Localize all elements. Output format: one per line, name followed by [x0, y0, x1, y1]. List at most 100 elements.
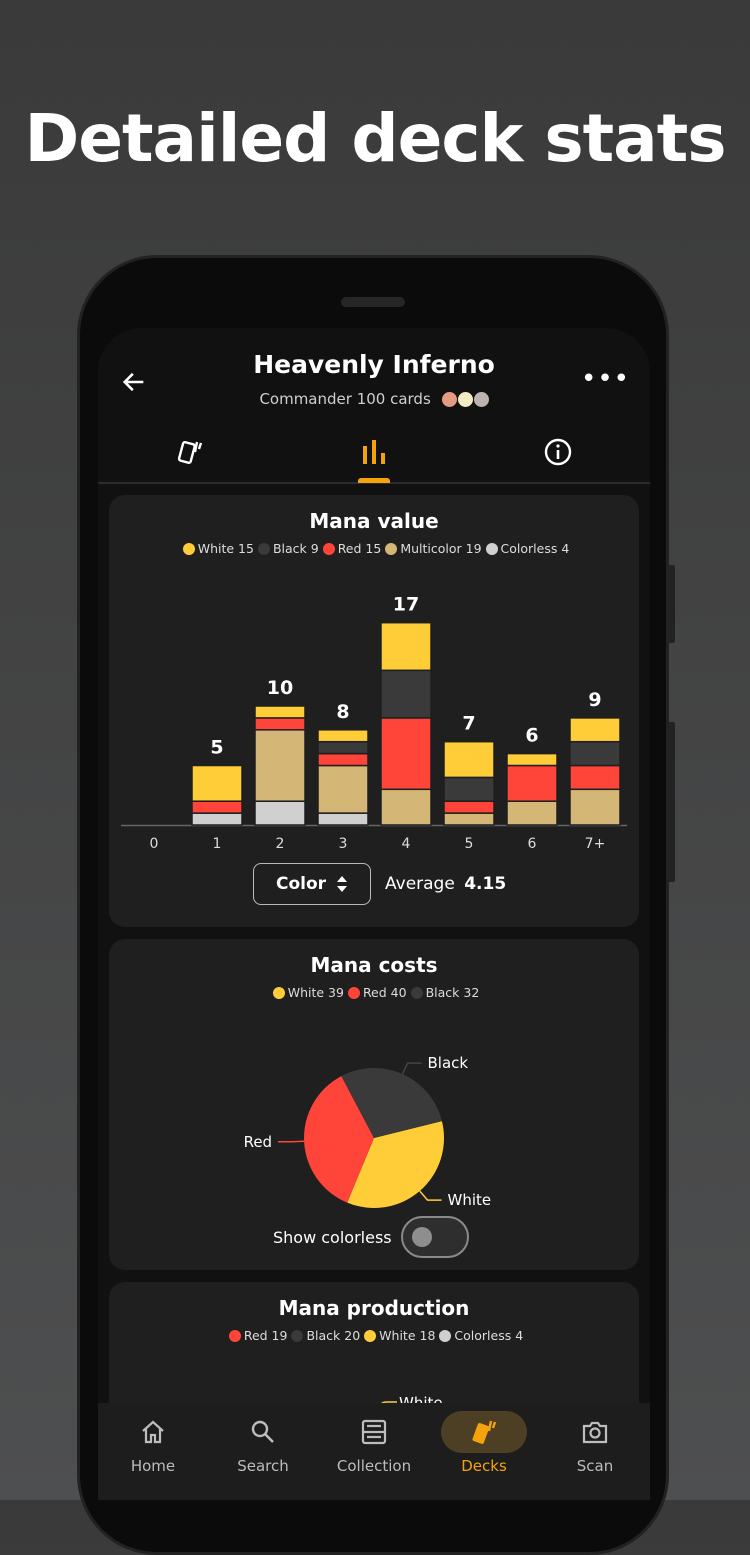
x-tick-label: 1 — [213, 836, 222, 852]
pie-label: Black — [427, 1054, 468, 1072]
group-by-button[interactable]: Color — [253, 863, 371, 905]
arrow-left-icon — [122, 372, 144, 392]
bar-segment-white — [443, 740, 495, 779]
chart-legend: White 39 Red 40 Black 32 — [109, 985, 639, 1000]
bar-total-label: 10 — [267, 677, 293, 699]
white-mana-icon — [457, 392, 473, 407]
nav-label: Scan — [576, 1457, 614, 1475]
bar-segment-multicolor — [380, 788, 432, 826]
legend-swatch — [410, 987, 423, 999]
nav-decks[interactable]: Decks — [429, 1403, 539, 1500]
bar-total-label: 8 — [336, 701, 349, 723]
x-tick-label: 6 — [528, 836, 537, 852]
tab-info[interactable] — [538, 432, 578, 472]
pie-slice-black — [341, 1068, 442, 1138]
label-leader — [401, 1062, 422, 1075]
bar-chart-icon — [363, 440, 385, 464]
x-tick-label: 4 — [402, 836, 411, 852]
legend-swatch — [439, 1330, 452, 1342]
legend-swatch — [347, 987, 360, 999]
nav-label: Home — [130, 1457, 176, 1475]
mana-costs-pie: White Red Black — [244, 1054, 492, 1209]
legend-item: Red 40 — [362, 985, 407, 1000]
bar-segment-colorless — [254, 800, 306, 826]
label-leader — [278, 1140, 305, 1143]
legend-swatch — [291, 1330, 304, 1342]
average-label: Average — [385, 874, 455, 894]
tab-cards[interactable] — [170, 432, 210, 472]
bar-segment-white — [254, 705, 306, 719]
legend-swatch — [485, 543, 498, 555]
bar-segment-red — [569, 764, 621, 791]
legend-swatch — [385, 543, 398, 555]
legend-item: Black 32 — [425, 985, 480, 1000]
label-leader — [419, 1190, 442, 1201]
deck-subtitle: Commander 100 cards — [98, 390, 650, 408]
x-tick-label: 3 — [339, 836, 348, 852]
bar-segment-multicolor — [443, 812, 495, 826]
more-options-button[interactable]: ••• — [580, 364, 630, 394]
legend-swatch — [272, 987, 285, 999]
pie-label: White — [448, 1191, 492, 1209]
nav-home[interactable]: Home — [98, 1403, 208, 1500]
legend-item: Colorless 4 — [454, 1328, 524, 1343]
nav-label: Collection — [336, 1457, 412, 1475]
mana-value-chart: 0 1 5 2 10 3 8 4 17 5 7 6 6 7+ 9 — [121, 594, 627, 852]
bar-segment-colorless — [191, 812, 243, 826]
legend-swatch — [257, 543, 270, 555]
bar-segment-red — [443, 800, 495, 814]
group-by-label: Color — [275, 874, 327, 894]
card-title: Mana costs — [310, 953, 438, 977]
bar-segment-red — [191, 800, 243, 814]
info-icon — [544, 438, 572, 466]
bar-total-label: 17 — [393, 594, 419, 616]
active-nav-pill — [441, 1411, 527, 1453]
phone-button — [668, 565, 675, 643]
nav-label: Search — [237, 1457, 289, 1475]
average-value: 4.15 — [464, 874, 507, 894]
bar-segment-white — [506, 752, 558, 767]
nav-collection[interactable]: Collection — [319, 1403, 429, 1500]
legend-item: Black 20 — [306, 1328, 361, 1343]
x-tick-label: 7+ — [585, 836, 606, 852]
back-button[interactable] — [120, 368, 148, 403]
legend-swatch — [322, 543, 335, 555]
x-tick-label: 2 — [276, 836, 285, 852]
legend-item: White 18 — [379, 1328, 436, 1343]
nav-scan[interactable]: Scan — [540, 1403, 650, 1500]
nav-label: Decks — [461, 1457, 507, 1475]
bar-segment-multicolor — [254, 729, 306, 802]
red-mana-icon — [441, 392, 457, 407]
app-bar: Heavenly Inferno Commander 100 cards ••• — [98, 328, 650, 484]
headline: Detailed deck stats — [24, 100, 726, 177]
toggle-label: Show colorless — [273, 1228, 392, 1247]
card-title: Mana value — [309, 509, 439, 533]
chart-legend: Red 19 Black 20 White 18 Colorless 4 — [109, 1328, 639, 1343]
bar-segment-white — [317, 729, 369, 743]
bar-segment-white — [569, 717, 621, 743]
bar-segment-multicolor — [317, 764, 369, 814]
collection-icon — [361, 1419, 387, 1445]
deck-format: Commander 100 cards — [259, 390, 431, 408]
show-colorless-toggle[interactable] — [401, 1216, 469, 1258]
bar-segment-red — [317, 752, 369, 767]
legend-item: Multicolor 19 — [400, 541, 482, 556]
cards-icon — [177, 441, 203, 464]
bar-total-label: 7 — [462, 713, 475, 735]
bottom-navigation: Home Search Collection Decks Scan — [98, 1403, 650, 1500]
nav-search[interactable]: Search — [208, 1403, 318, 1500]
bar-segment-red — [380, 717, 432, 791]
bar-segment-multicolor — [569, 788, 621, 826]
mana-value-card: Mana value White 15 Black 9 Red 15 Multicol… — [109, 495, 639, 927]
search-icon — [251, 1420, 274, 1443]
legend-item: Red 19 — [243, 1328, 288, 1343]
bar-segment-black — [569, 740, 621, 767]
legend-item: White 39 — [287, 985, 344, 1000]
sort-icon — [337, 876, 348, 892]
tab-stats[interactable] — [354, 432, 394, 472]
bar-segment-black — [380, 669, 432, 719]
phone-speaker — [341, 297, 405, 307]
active-tab-indicator — [358, 478, 390, 483]
legend-item: Red 15 — [337, 541, 382, 556]
pie-label: Red — [244, 1133, 272, 1151]
